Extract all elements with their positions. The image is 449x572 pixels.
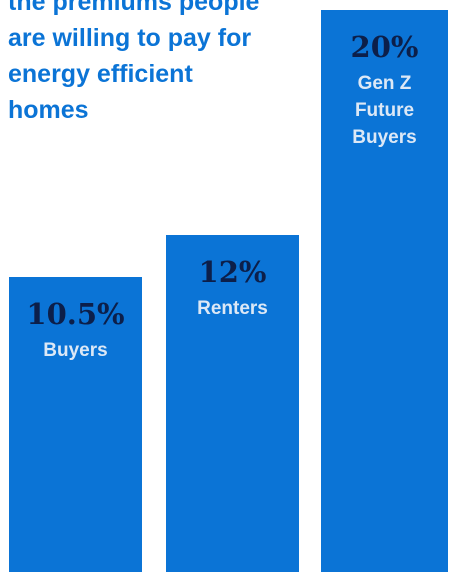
chart-title: the premiums people are willing to pay f… xyxy=(8,0,260,124)
value-label: 10.5% xyxy=(26,296,125,331)
bar: 12% Renters xyxy=(166,234,299,572)
bar: 20% Gen Z Future Buyers xyxy=(321,10,448,572)
category-label: Renters xyxy=(197,297,268,319)
category-label: Buyers xyxy=(43,339,108,361)
value-label: 12% xyxy=(198,254,267,289)
value-label: 20% xyxy=(350,30,419,64)
bar: 10.5% Buyers xyxy=(9,276,142,572)
category-label: Gen Z Future Buyers xyxy=(352,73,417,148)
